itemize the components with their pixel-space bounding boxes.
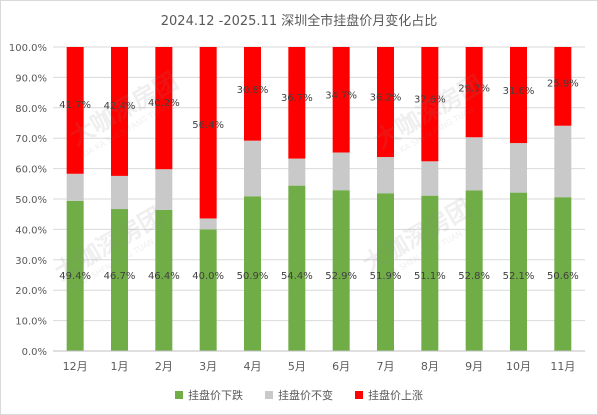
bar-segment [332,190,350,351]
x-tick-label: 12月 [63,360,88,373]
bar-segment [244,196,261,351]
bar-segment [377,193,394,351]
bar-segment [155,209,173,351]
bar-segment [155,47,173,170]
legend-label-flat: 挂盘价不变 [278,389,333,402]
legend-label-up: 挂盘价上涨 [368,389,423,402]
bar-segment [199,218,217,230]
bar-segment [66,200,84,351]
bar-segment [111,47,128,176]
bar-segment [288,185,306,351]
legend-label-down: 挂盘价下跌 [188,389,243,402]
chart-title: 2024.12 -2025.11 深圳全市挂盘价月变化占比 [160,14,438,29]
legend-swatch-flat [265,391,273,399]
legend-item-down: 挂盘价下跌 [175,387,243,403]
data-label-down: 49.4% [59,271,91,282]
bar-segment [244,47,261,141]
bar-segment [111,175,128,210]
y-tick-label: 50.0% [15,195,47,206]
bar-segment [377,157,394,194]
x-tick-label: 3月 [199,360,217,373]
bar-segment [554,125,572,198]
bar-segment [66,173,84,201]
y-tick-label: 100.0% [9,43,47,54]
bar-segment [288,47,306,159]
bar-segment [111,209,128,351]
bar-segment [155,169,173,210]
data-label-up: 42.4% [104,101,136,112]
y-tick-label: 20.0% [15,286,47,297]
x-tick-label: 8月 [421,360,439,373]
x-tick-label: 4月 [244,360,262,373]
bar-segment [465,47,483,138]
legend-swatch-down [175,391,183,399]
bar-segment [199,229,217,351]
x-tick-label: 7月 [377,360,395,373]
bar-segment [510,47,527,144]
bar-segment [421,195,439,351]
bar-segment [421,47,439,162]
bar-segment [554,197,572,351]
data-label-up: 29.7% [458,84,490,95]
data-label-up: 41.7% [59,100,91,111]
data-label-up: 25.9% [547,78,579,89]
legend-item-up: 挂盘价上涨 [355,387,423,403]
data-label-down: 46.7% [104,271,136,282]
y-tick-label: 90.0% [15,73,47,84]
bar-segment [332,152,350,191]
data-label-down: 50.6% [547,271,579,282]
y-tick-label: 40.0% [15,225,47,236]
bar-segment [465,190,483,351]
y-tick-label: 0.0% [22,347,47,358]
x-tick-label: 6月 [332,360,350,373]
x-tick-label: 1月 [111,360,129,373]
data-label-up: 34.7% [325,90,357,101]
bar-segment [510,192,527,351]
y-tick-label: 60.0% [15,165,47,176]
x-tick-label: 5月 [288,360,306,373]
y-tick-label: 80.0% [15,104,47,115]
data-label-down: 52.9% [325,271,357,282]
bar-segment [554,47,572,126]
legend: 挂盘价下跌 挂盘价不变 挂盘价上涨 [1,387,597,403]
data-label-down: 54.4% [281,271,313,282]
bar-segment [288,158,306,186]
x-tick-label: 9月 [465,360,483,373]
data-label-up: 31.6% [503,86,535,97]
data-label-down: 51.1% [414,271,446,282]
y-tick-label: 70.0% [15,134,47,145]
data-label-down: 52.8% [458,271,490,282]
bar-segment [199,47,217,219]
data-label-down: 52.1% [503,271,535,282]
bar-segment [244,140,261,197]
data-label-up: 40.2% [148,98,180,109]
data-label-up: 37.6% [414,94,446,105]
x-tick-label: 10月 [506,360,531,373]
x-tick-label: 2月 [155,360,173,373]
data-label-up: 36.7% [281,93,313,104]
data-label-down: 50.9% [237,271,269,282]
bar-segment [66,47,84,174]
y-tick-label: 10.0% [15,317,47,328]
data-label-down: 40.0% [192,271,224,282]
legend-item-flat: 挂盘价不变 [265,387,333,403]
bar-segment [465,137,483,191]
data-label-up: 56.4% [192,120,224,131]
data-label-down: 51.9% [370,271,402,282]
data-label-up: 30.8% [237,85,269,96]
data-label-up: 36.2% [370,93,402,104]
bar-segment [377,47,394,158]
bar-segment [421,161,439,196]
bar-segment [332,47,350,153]
x-tick-label: 11月 [550,360,575,373]
data-label-down: 46.4% [148,271,180,282]
legend-swatch-up [355,391,363,399]
y-tick-label: 30.0% [15,256,47,267]
bar-segment [510,143,527,193]
